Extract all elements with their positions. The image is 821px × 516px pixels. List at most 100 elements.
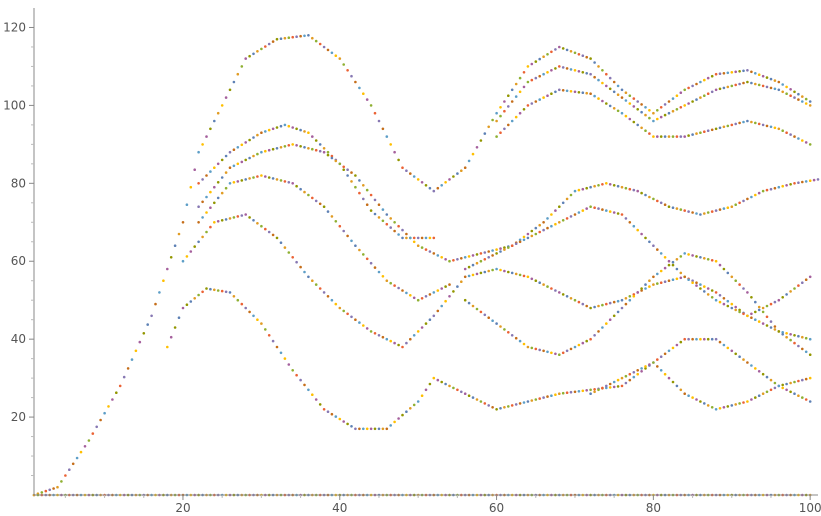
data-point bbox=[797, 92, 800, 96]
data-point bbox=[761, 189, 765, 193]
data-point bbox=[530, 399, 534, 402]
data-point bbox=[185, 203, 189, 206]
data-point bbox=[616, 93, 620, 96]
data-point bbox=[585, 186, 588, 190]
data-point bbox=[350, 180, 353, 183]
data-point bbox=[624, 374, 628, 378]
data-point bbox=[448, 178, 451, 181]
data-point bbox=[765, 390, 769, 394]
data-point bbox=[648, 285, 651, 288]
data-point bbox=[432, 314, 436, 318]
data-point bbox=[808, 179, 812, 182]
data-point bbox=[542, 349, 545, 353]
data-point bbox=[295, 373, 298, 377]
data-point bbox=[722, 86, 726, 90]
data-point bbox=[205, 174, 208, 177]
data-point bbox=[264, 328, 267, 331]
data-point bbox=[130, 358, 134, 361]
x-tick-label: 40 bbox=[332, 501, 347, 515]
data-point bbox=[781, 386, 784, 390]
data-point bbox=[585, 72, 588, 75]
data-point bbox=[83, 445, 87, 448]
data-point bbox=[240, 302, 244, 306]
data-point bbox=[381, 208, 385, 211]
data-point bbox=[585, 91, 588, 95]
data-point bbox=[808, 104, 812, 107]
data-point bbox=[362, 427, 365, 431]
data-point bbox=[679, 388, 683, 392]
data-point bbox=[463, 392, 467, 396]
data-point bbox=[769, 125, 773, 129]
data-point bbox=[558, 45, 561, 49]
data-point bbox=[577, 211, 581, 214]
data-point bbox=[601, 183, 604, 186]
data-point bbox=[636, 369, 639, 372]
data-point bbox=[503, 246, 506, 249]
data-point bbox=[252, 176, 255, 179]
data-point bbox=[597, 78, 600, 82]
data-point bbox=[318, 287, 322, 290]
data-point bbox=[714, 209, 718, 212]
data-point bbox=[750, 316, 753, 320]
data-point bbox=[228, 88, 232, 92]
data-point bbox=[201, 235, 204, 239]
data-point bbox=[52, 487, 55, 490]
data-point bbox=[671, 109, 675, 113]
data-point bbox=[761, 74, 765, 78]
data-point bbox=[389, 281, 393, 285]
data-point bbox=[546, 53, 549, 56]
data-point bbox=[79, 450, 83, 454]
data-point bbox=[644, 129, 647, 132]
data-point bbox=[142, 332, 146, 335]
data-point bbox=[616, 184, 620, 188]
data-point bbox=[569, 68, 573, 71]
data-point bbox=[518, 76, 522, 80]
data-point bbox=[452, 290, 455, 293]
data-point bbox=[781, 383, 784, 387]
data-point bbox=[569, 390, 573, 394]
data-point bbox=[789, 338, 792, 342]
data-point bbox=[271, 177, 275, 180]
data-point bbox=[150, 314, 153, 318]
data-point bbox=[679, 135, 683, 138]
data-point bbox=[699, 400, 702, 403]
data-point bbox=[275, 236, 279, 240]
data-point bbox=[318, 143, 322, 146]
data-point bbox=[612, 211, 616, 214]
data-point bbox=[675, 207, 679, 210]
data-point bbox=[710, 128, 714, 132]
data-point bbox=[534, 226, 538, 230]
data-point bbox=[722, 406, 726, 409]
data-point bbox=[738, 283, 741, 286]
data-point bbox=[495, 252, 498, 255]
data-point bbox=[616, 299, 620, 303]
data-point bbox=[636, 189, 639, 193]
data-point bbox=[616, 212, 620, 215]
data-point bbox=[773, 126, 777, 130]
data-point bbox=[209, 127, 212, 131]
data-point bbox=[581, 54, 585, 57]
data-point bbox=[581, 209, 585, 212]
data-point bbox=[679, 106, 683, 109]
data-point bbox=[738, 121, 741, 125]
data-point bbox=[597, 388, 600, 392]
data-point bbox=[558, 205, 561, 208]
data-point bbox=[656, 358, 659, 361]
data-point bbox=[718, 263, 722, 267]
data-point bbox=[236, 215, 240, 218]
data-point bbox=[416, 178, 420, 181]
data-point bbox=[522, 342, 526, 346]
data-point bbox=[620, 384, 624, 388]
data-point bbox=[703, 337, 706, 341]
data-point bbox=[499, 106, 502, 109]
data-point bbox=[789, 290, 792, 293]
data-point bbox=[797, 137, 800, 140]
data-point bbox=[507, 246, 510, 249]
data-point bbox=[256, 222, 259, 225]
data-point bbox=[342, 165, 346, 169]
data-point bbox=[236, 162, 240, 166]
data-point bbox=[636, 108, 639, 111]
data-point bbox=[326, 48, 330, 52]
data-point bbox=[671, 260, 675, 264]
data-point bbox=[718, 208, 722, 211]
